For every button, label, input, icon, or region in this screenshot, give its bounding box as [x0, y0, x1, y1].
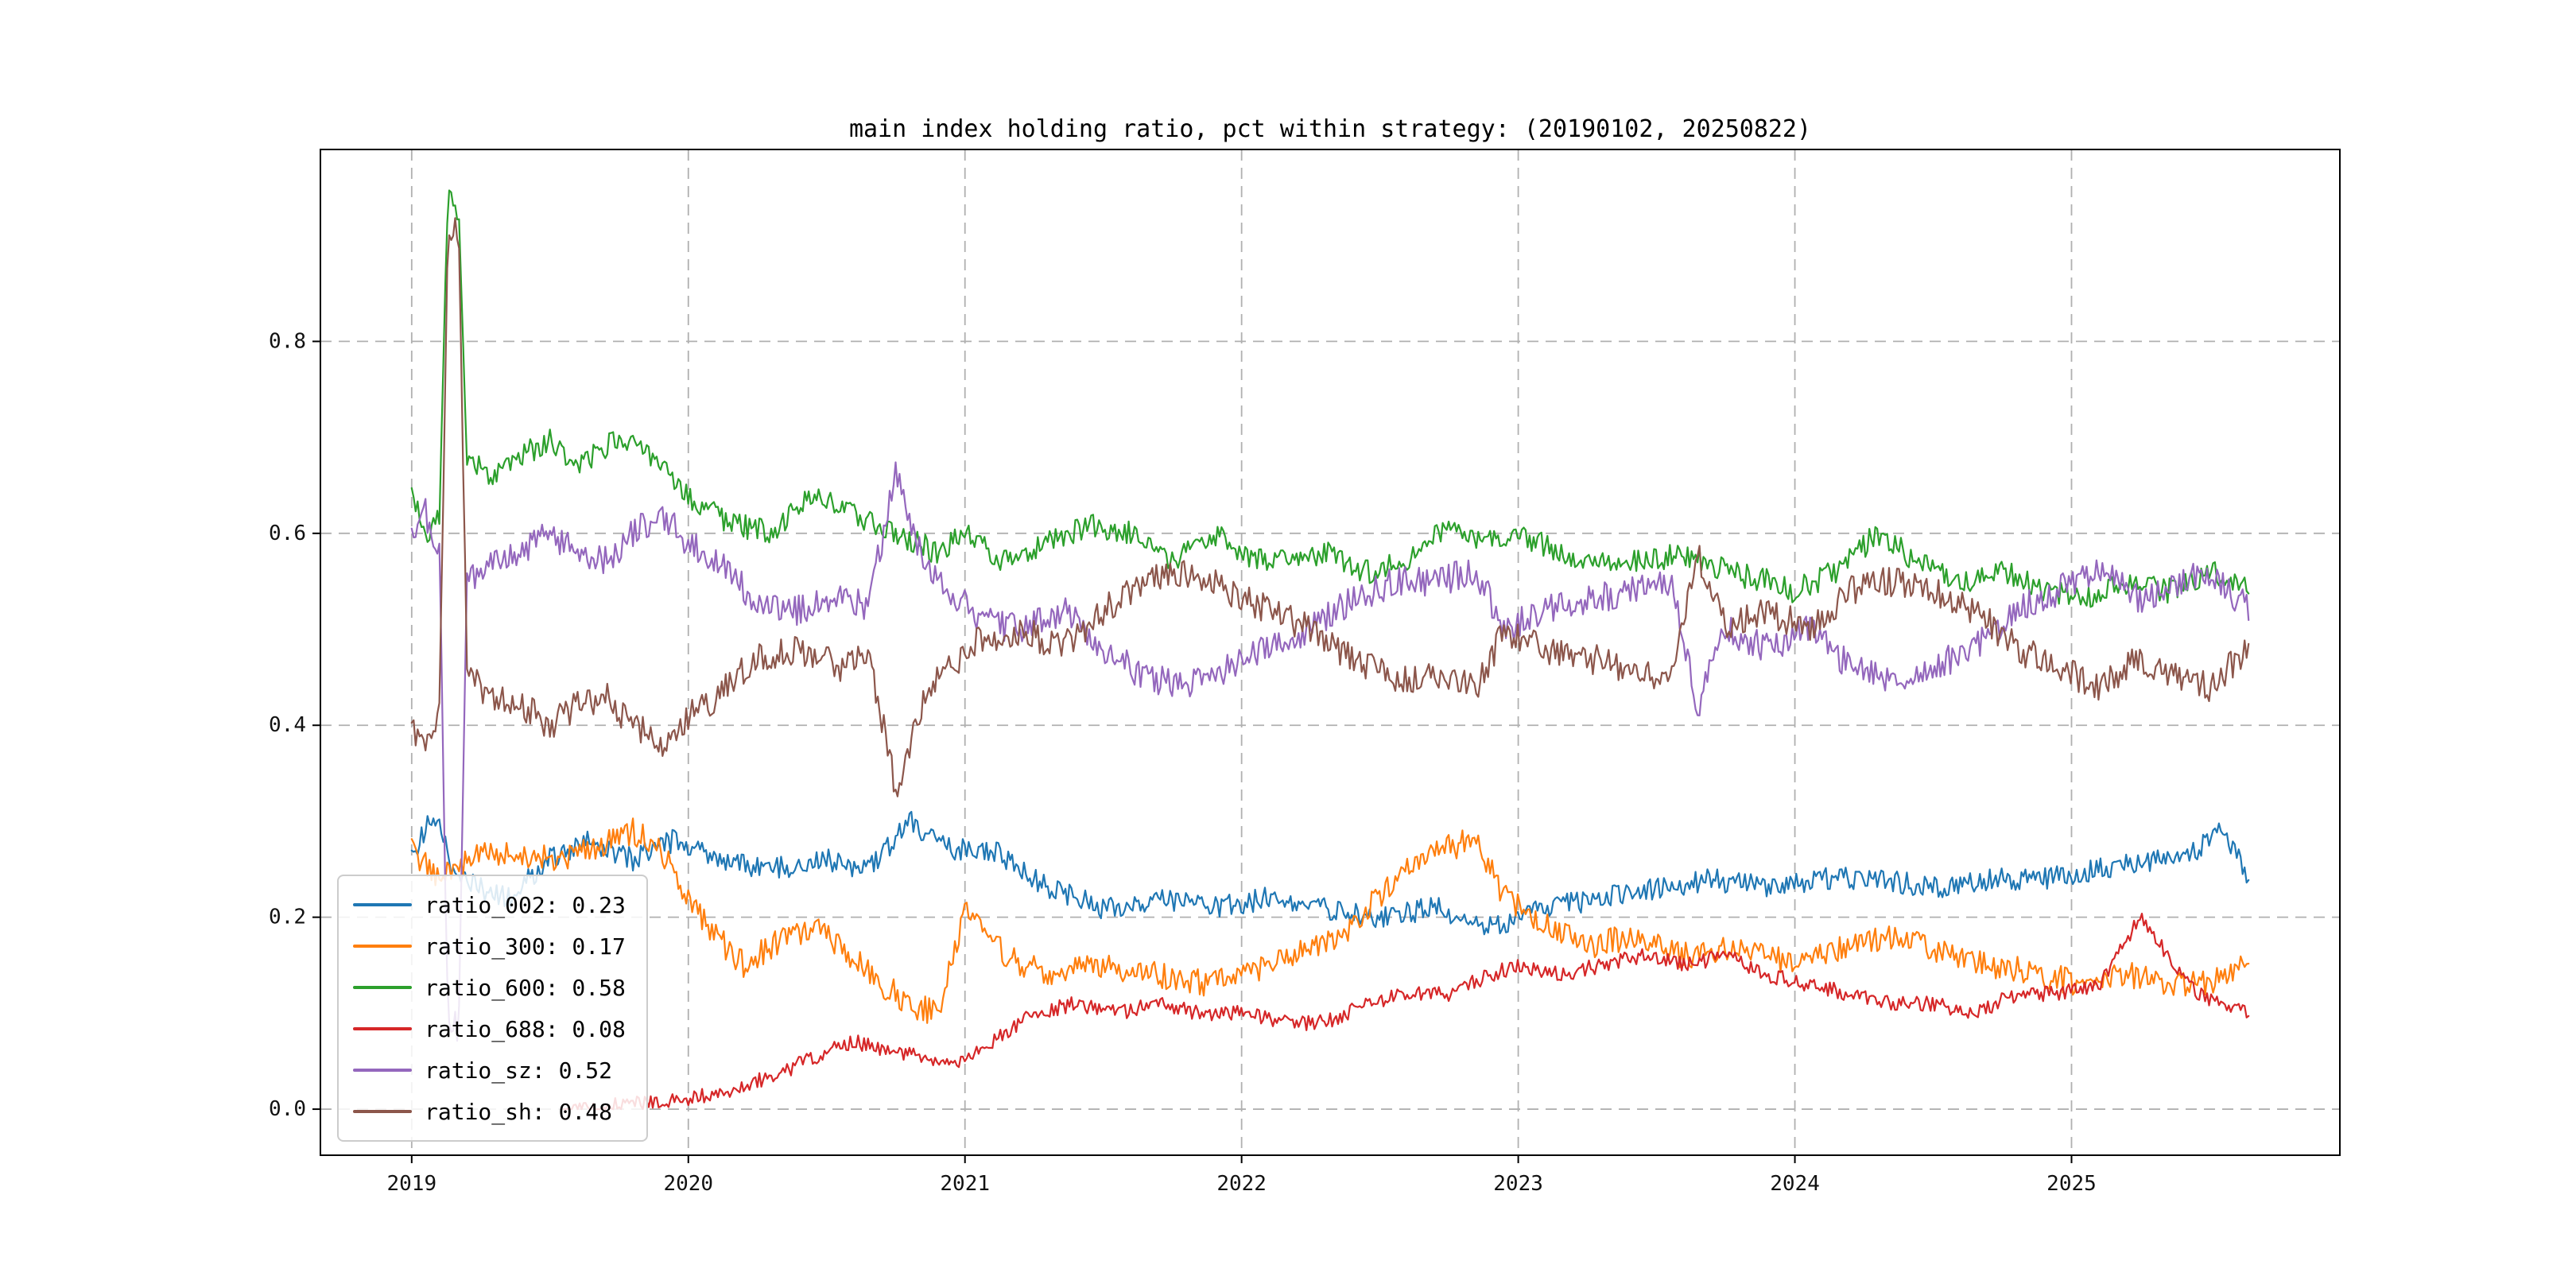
- legend-item-ratio_300: ratio_300: 0.17: [353, 929, 626, 964]
- series-line-ratio_688: [563, 912, 2250, 1111]
- legend-line-sample-ratio_688: [353, 1027, 412, 1030]
- legend-line-sample-ratio_600: [353, 986, 412, 989]
- axes-border: [320, 149, 2341, 1156]
- y-tick-label: 0.0: [269, 1097, 306, 1121]
- x-tick-label: 2021: [940, 1172, 990, 1196]
- legend: ratio_002: 0.23 ratio_300: 0.17 ratio_600:…: [337, 875, 648, 1142]
- series-lines: [410, 189, 2250, 1111]
- x-tick-label: 2024: [1770, 1172, 1820, 1196]
- legend-item-ratio_688: ratio_688: 0.08: [353, 1011, 626, 1046]
- series-line-ratio_sz: [410, 461, 2250, 1042]
- y-tick-label: 0.8: [269, 329, 306, 353]
- y-tick-label: 0.4: [269, 713, 306, 737]
- legend-line-sample-ratio_sh: [353, 1110, 412, 1113]
- legend-item-ratio_600: ratio_600: 0.58: [353, 970, 626, 1005]
- y-tick-label: 0.6: [269, 522, 306, 545]
- x-tick-label: 2022: [1216, 1172, 1267, 1196]
- series-line-ratio_002: [410, 810, 2250, 936]
- legend-label-ratio_sz: ratio_sz: 0.52: [425, 1057, 613, 1084]
- legend-item-ratio_002: ratio_002: 0.23: [353, 887, 626, 922]
- series-line-ratio_600: [410, 189, 2250, 608]
- legend-label-ratio_sh: ratio_sh: 0.48: [425, 1098, 613, 1125]
- chart-title: main index holding ratio, pct within str…: [849, 115, 1811, 143]
- legend-label-ratio_600: ratio_600: 0.58: [425, 974, 626, 1001]
- axis-ticks: 0.0 0.2 0.4 0.6 0.8 2019 2020 2021 2022 2023 2024 2…: [269, 329, 2097, 1196]
- legend-item-ratio_sz: ratio_sz: 0.52: [353, 1053, 626, 1088]
- legend-line-sample-ratio_sz: [353, 1069, 412, 1072]
- x-tick-label: 2025: [2046, 1172, 2097, 1196]
- series-line-ratio_300: [410, 817, 2250, 1024]
- x-tick-label: 2020: [663, 1172, 713, 1196]
- gridlines: [320, 149, 2340, 1155]
- legend-label-ratio_002: ratio_002: 0.23: [425, 891, 626, 918]
- y-tick-label: 0.2: [269, 906, 306, 929]
- legend-item-ratio_sh: ratio_sh: 0.48: [353, 1094, 626, 1129]
- x-tick-label: 2023: [1493, 1172, 1543, 1196]
- series-line-ratio_sh: [410, 217, 2250, 797]
- x-tick-label: 2019: [387, 1172, 437, 1196]
- legend-label-ratio_688: ratio_688: 0.08: [425, 1015, 626, 1042]
- legend-label-ratio_300: ratio_300: 0.17: [425, 933, 626, 960]
- legend-line-sample-ratio_300: [353, 945, 412, 948]
- legend-line-sample-ratio_002: [353, 903, 412, 906]
